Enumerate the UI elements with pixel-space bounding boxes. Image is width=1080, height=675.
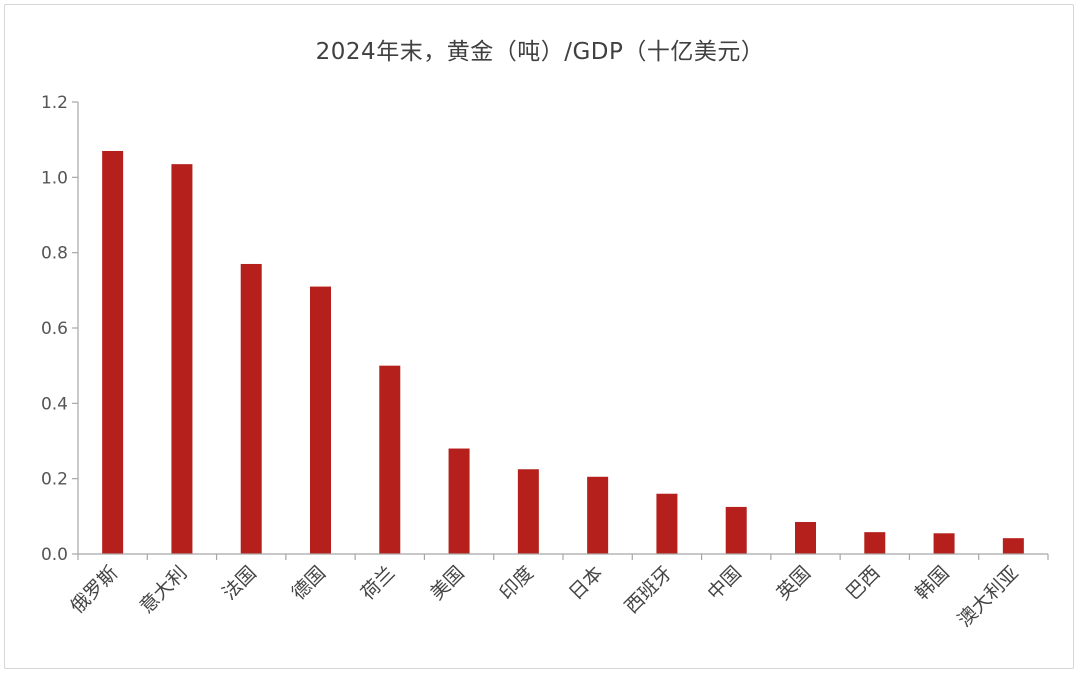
x-tick-label: 澳大利亚 xyxy=(954,562,1023,631)
y-tick-label: 0.6 xyxy=(41,319,68,339)
bar xyxy=(171,164,193,554)
bar xyxy=(448,448,470,554)
bar xyxy=(102,150,124,554)
x-tick-label: 韩国 xyxy=(911,562,953,604)
bar xyxy=(240,263,262,554)
chart-frame xyxy=(4,4,1074,669)
x-tick-label: 日本 xyxy=(565,562,607,604)
chart-title: 2024年末，黄金（吨）/GDP（十亿美元） xyxy=(315,39,765,65)
x-tick-label: 美国 xyxy=(426,562,468,604)
y-axis: 0.0 0.2 0.4 0.6 0.8 1.0 1.2 xyxy=(41,93,79,565)
x-tick-label: 意大利 xyxy=(136,562,192,618)
x-tick-label: 荷兰 xyxy=(357,562,399,604)
x-tick-label: 英国 xyxy=(773,562,815,604)
y-tick-label: 0.4 xyxy=(41,394,68,414)
bar xyxy=(795,521,816,554)
bar xyxy=(379,365,401,554)
x-tick-label: 中国 xyxy=(703,562,745,604)
bar xyxy=(517,469,539,554)
bar xyxy=(310,286,331,554)
bar xyxy=(656,493,678,554)
x-tick-label: 法国 xyxy=(218,562,260,604)
bars xyxy=(102,150,1024,554)
x-tick-label: 印度 xyxy=(495,562,537,604)
bar xyxy=(725,506,747,554)
x-tick-label: 巴西 xyxy=(842,562,884,604)
bar xyxy=(1002,538,1024,554)
bar xyxy=(587,476,609,554)
y-tick-label: 1.0 xyxy=(41,168,68,188)
y-tick-label: 1.2 xyxy=(41,93,68,113)
x-axis: 俄罗斯 意大利 法国 德国 荷兰 美国 印度 日本 西班牙 中国 英国 巴西 韩国 澳大利亚 xyxy=(66,553,1049,631)
x-tick-label: 西班牙 xyxy=(621,562,677,618)
y-tick-label: 0.0 xyxy=(41,545,68,565)
x-tick-label: 德国 xyxy=(288,562,330,604)
y-tick-label: 0.2 xyxy=(41,470,68,490)
y-tick-label: 0.8 xyxy=(41,244,68,264)
bar xyxy=(933,533,955,554)
x-tick-label: 俄罗斯 xyxy=(66,562,122,618)
bar xyxy=(864,532,886,554)
